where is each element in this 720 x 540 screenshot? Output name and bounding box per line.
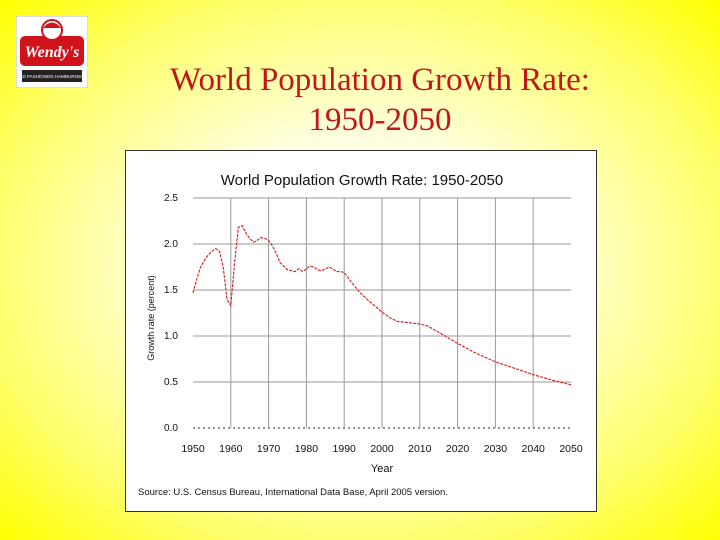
wendys-logo-graphic: Wendy's OLD FASHIONED HAMBURGERS xyxy=(15,15,89,89)
slide-title-line2: 1950-2050 xyxy=(308,102,452,138)
logo-red-badge xyxy=(20,36,84,66)
y-tick-label: 1.5 xyxy=(164,285,178,296)
chart-panel: World Population Growth Rate: 1950-2050 0… xyxy=(125,150,597,512)
y-tick-label: 2.0 xyxy=(164,239,178,250)
growth-rate-line-chart: World Population Growth Rate: 1950-2050 0… xyxy=(146,172,583,475)
slide-title: World Population Growth Rate: 1950-2050 xyxy=(100,60,660,140)
x-tick-label: 1970 xyxy=(257,443,281,455)
chart-title: World Population Growth Rate: 1950-2050 xyxy=(221,172,503,189)
slide-title-line1: World Population Growth Rate: xyxy=(170,62,590,98)
y-axis-label: Growth rate (percent) xyxy=(146,275,156,361)
x-tick-label: 2020 xyxy=(446,443,470,455)
y-tick-label: 0.0 xyxy=(164,423,178,434)
logo-hair-icon xyxy=(43,22,61,28)
y-tick-label: 0.5 xyxy=(164,377,178,388)
x-tick-label: 2040 xyxy=(522,443,546,455)
x-tick-label: 2050 xyxy=(559,443,583,455)
x-tick-label: 1990 xyxy=(333,443,357,455)
x-tick-label: 2030 xyxy=(484,443,508,455)
x-tick-label: 1960 xyxy=(219,443,243,455)
x-tick-label: 1950 xyxy=(181,443,205,455)
y-tick-label: 1.0 xyxy=(164,331,178,342)
chart-source-note: Source: U.S. Census Bureau, Internationa… xyxy=(138,487,448,498)
x-tick-label: 2000 xyxy=(370,443,394,455)
logo-subtext: OLD FASHIONED HAMBURGERS xyxy=(16,74,87,79)
wendys-logo: Wendy's OLD FASHIONED HAMBURGERS xyxy=(15,15,89,89)
logo-wordmark: Wendy's xyxy=(25,44,80,61)
y-tick-label: 2.5 xyxy=(164,193,178,204)
x-axis-label: Year xyxy=(371,463,394,475)
x-tick-label: 2010 xyxy=(408,443,432,455)
x-tick-label: 1980 xyxy=(295,443,319,455)
series-line-0 xyxy=(192,224,572,386)
logo-subtext-bar xyxy=(22,70,82,82)
